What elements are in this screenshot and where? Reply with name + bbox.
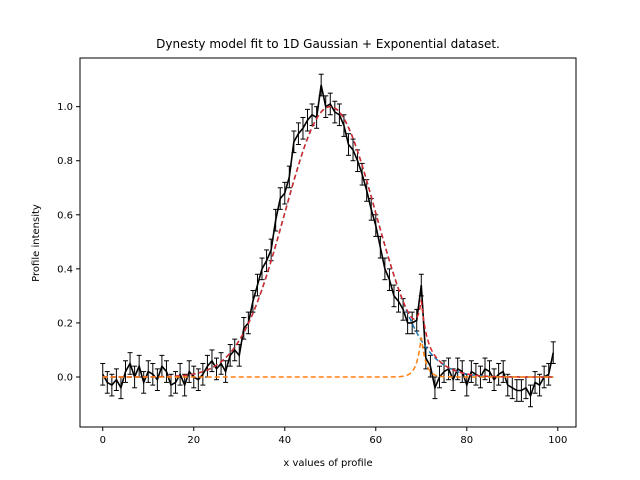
y-tick-label: 0.6 [57, 210, 73, 221]
x-tick-label: 60 [369, 435, 382, 446]
exponential-curve [102, 337, 554, 378]
y-tick-label: 0.0 [57, 372, 73, 383]
plot-frame [79, 57, 577, 428]
series-model [102, 105, 554, 378]
y-axis: 0.0 0.2 0.4 0.6 0.8 1.0 [57, 102, 80, 383]
y-tick-label: 0.2 [57, 318, 73, 329]
x-axis: 0 20 40 60 80 100 [100, 427, 567, 446]
x-tick-label: 20 [187, 435, 200, 446]
x-tick-label: 80 [460, 435, 473, 446]
chart-title: Dynesty model fit to 1D Gaussian + Expon… [156, 37, 500, 51]
x-tick-label: 0 [100, 435, 106, 446]
x-tick-label: 40 [278, 435, 291, 446]
y-tick-label: 0.8 [57, 156, 73, 167]
y-axis-label: Profile intensity [31, 204, 42, 282]
series-exponential [102, 337, 554, 378]
y-tick-label: 1.0 [57, 102, 73, 113]
x-tick-label: 100 [548, 435, 567, 446]
series-layer [100, 73, 556, 408]
model-curve [102, 105, 554, 378]
y-tick-label: 0.4 [57, 264, 73, 275]
x-axis-label: x values of profile [283, 458, 372, 469]
